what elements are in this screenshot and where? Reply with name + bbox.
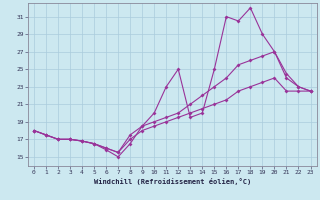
X-axis label: Windchill (Refroidissement éolien,°C): Windchill (Refroidissement éolien,°C) <box>94 178 251 185</box>
